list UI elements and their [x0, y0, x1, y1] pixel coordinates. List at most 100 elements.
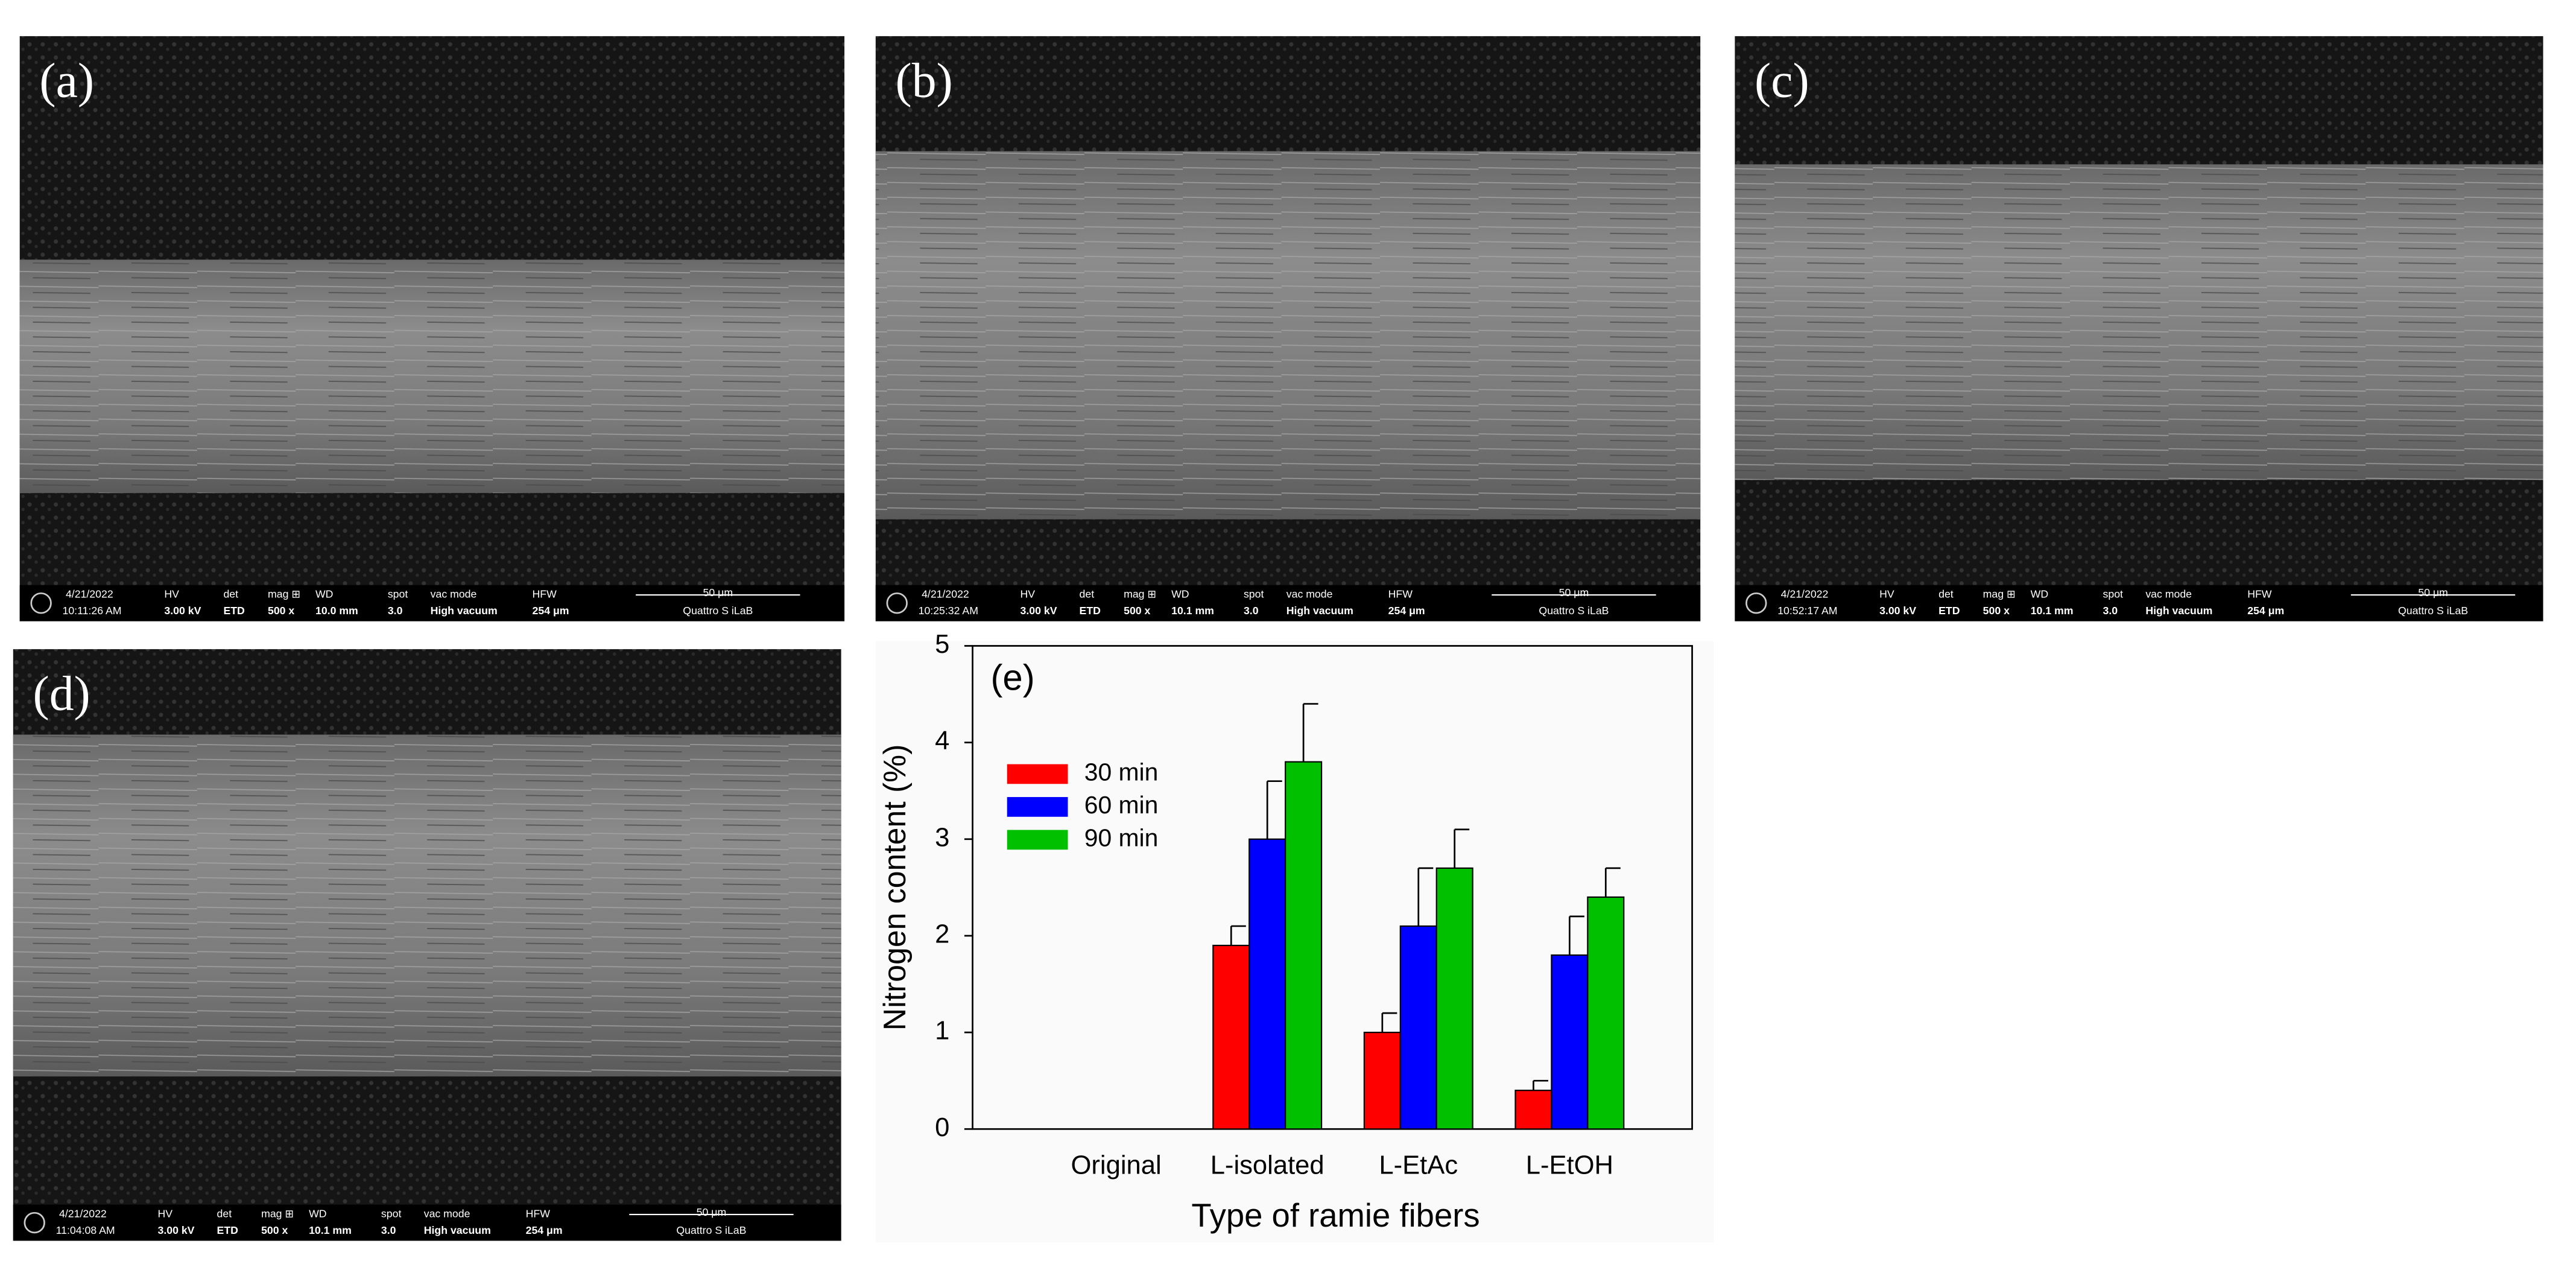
info-value: 254 μm — [1388, 605, 1425, 617]
info-value: 10.0 mm — [315, 605, 358, 617]
bar — [1285, 761, 1323, 1130]
y-axis-label: Nitrogen content (%) — [877, 745, 912, 1031]
bar — [1212, 944, 1250, 1130]
fiber-texture — [13, 734, 841, 1077]
info-header: det — [1080, 588, 1095, 600]
info-header: mag ⊞ — [1124, 588, 1156, 600]
scale-label: 50 μm — [697, 1206, 727, 1218]
x-tick-label: L-EtAc — [1379, 1151, 1458, 1180]
fiber-texture — [1735, 164, 2543, 480]
panel-label: (b) — [896, 52, 953, 107]
info-value: High vacuum — [1286, 605, 1353, 617]
info-header: HV — [1021, 588, 1036, 600]
error-bar — [1454, 828, 1470, 868]
x-tick-label: Original — [1071, 1151, 1162, 1180]
info-value: 3.00 kV — [158, 1224, 195, 1236]
error-bar — [1266, 780, 1282, 839]
error-bar — [1230, 925, 1246, 945]
info-time: 10:11:26 AM — [63, 605, 122, 617]
info-value: 3.0 — [381, 1224, 396, 1236]
panel-label: (d) — [33, 665, 90, 720]
logo — [30, 592, 52, 614]
legend-swatch — [1007, 797, 1068, 817]
legend-swatch — [1007, 830, 1068, 850]
scale-label: 50 μm — [2418, 586, 2448, 599]
info-value: 10.1 mm — [2031, 605, 2074, 617]
info-header: vac mode — [2145, 588, 2192, 600]
info-value: High vacuum — [424, 1224, 491, 1236]
instrument: Quattro S iLaB — [1539, 605, 1609, 617]
x-tick-label: L-EtOH — [1526, 1151, 1613, 1180]
error-bar — [1533, 1079, 1548, 1091]
info-header: HFW — [533, 588, 557, 600]
legend-label: 90 min — [1084, 824, 1159, 852]
info-value: 3.00 kV — [1879, 605, 1916, 617]
info-time: 11:04:08 AM — [56, 1224, 115, 1236]
bar — [1399, 925, 1437, 1130]
info-header: WD — [315, 588, 333, 600]
info-header: vac mode — [424, 1208, 470, 1220]
info-header: det — [223, 588, 238, 600]
bar — [1514, 1090, 1552, 1130]
info-value: 254 μm — [2247, 605, 2284, 617]
logo — [886, 592, 908, 614]
info-header: spot — [381, 1208, 402, 1220]
info-header: HFW — [2247, 588, 2272, 600]
info-header: WD — [1171, 588, 1189, 600]
info-header: mag ⊞ — [1983, 588, 2016, 600]
info-value: 500 x — [1983, 605, 2010, 617]
info-value: 3.0 — [2103, 605, 2118, 617]
plot-area — [972, 645, 1693, 1130]
error-bar — [1569, 915, 1584, 955]
info-value: 500 x — [268, 605, 294, 617]
info-date: 4/21/2022 — [59, 1208, 107, 1220]
info-header: WD — [309, 1208, 326, 1220]
info-value: 3.0 — [388, 605, 403, 617]
panel-label: (a) — [39, 52, 94, 107]
legend-label: 30 min — [1084, 758, 1159, 786]
info-value: 500 x — [1124, 605, 1150, 617]
info-header: HV — [164, 588, 179, 600]
info-header: det — [1938, 588, 1954, 600]
info-header: det — [217, 1208, 232, 1220]
info-bar — [875, 585, 1701, 621]
logo — [24, 1212, 45, 1234]
info-bar — [1735, 585, 2543, 621]
info-value: High vacuum — [2145, 605, 2212, 617]
info-header: mag ⊞ — [268, 588, 300, 600]
scale-label: 50 μm — [1559, 586, 1589, 599]
error-bar — [1381, 1012, 1397, 1033]
info-value: 3.00 kV — [164, 605, 201, 617]
info-time: 10:25:32 AM — [919, 605, 978, 617]
info-value: ETD — [223, 605, 245, 617]
info-date: 4/21/2022 — [1781, 588, 1829, 600]
bar — [1363, 1032, 1401, 1130]
y-tick-label: 5 — [935, 630, 949, 659]
fiber-texture — [875, 151, 1701, 519]
info-header: vac mode — [431, 588, 477, 600]
info-header: HV — [158, 1208, 173, 1220]
y-tick-label: 2 — [935, 920, 949, 948]
instrument: Quattro S iLaB — [2398, 605, 2468, 617]
bar — [1551, 954, 1589, 1130]
info-value: 10.1 mm — [1171, 605, 1214, 617]
logo — [1745, 592, 1767, 614]
info-header: spot — [2103, 588, 2124, 600]
info-value: ETD — [1080, 605, 1101, 617]
instrument: Quattro S iLaB — [676, 1224, 746, 1236]
info-header: HV — [1879, 588, 1894, 600]
error-bar — [1417, 867, 1434, 926]
info-date: 4/21/2022 — [66, 588, 113, 600]
info-value: 254 μm — [533, 605, 569, 617]
panel-label: (e) — [990, 657, 1034, 697]
info-value: ETD — [217, 1224, 239, 1236]
info-value: 500 x — [261, 1224, 288, 1236]
info-header: spot — [388, 588, 408, 600]
info-time: 10:52:17 AM — [1777, 605, 1837, 617]
error-bar — [1302, 703, 1318, 762]
bar — [1248, 838, 1286, 1130]
y-tick-label: 4 — [935, 726, 949, 755]
info-header: spot — [1244, 588, 1264, 600]
instrument: Quattro S iLaB — [683, 605, 753, 617]
